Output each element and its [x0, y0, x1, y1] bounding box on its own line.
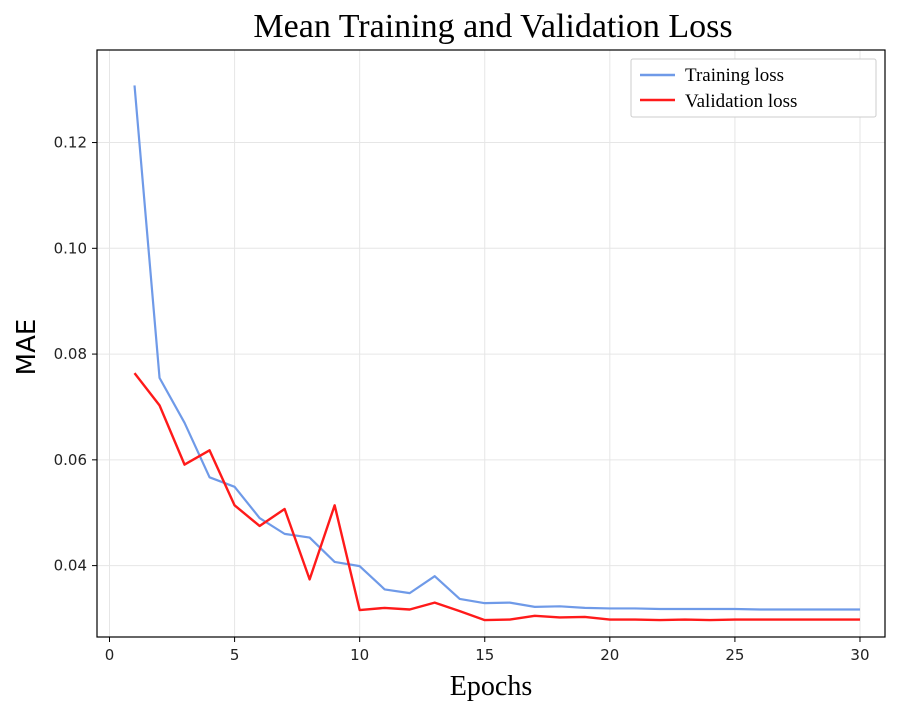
legend: Training loss Validation loss	[630, 58, 877, 118]
y-tick-label: 0.08	[54, 345, 87, 363]
y-tick-label: 0.12	[54, 134, 87, 152]
grid	[97, 50, 885, 637]
chart-title: Mean Training and Validation Loss	[253, 8, 732, 45]
training-loss-line	[133, 85, 860, 611]
y-tick-label: 0.06	[54, 451, 87, 469]
x-tick-label: 25	[725, 646, 744, 664]
plot-frame	[96, 49, 886, 638]
legend-label-training: Training loss	[685, 65, 784, 86]
series-layer	[133, 85, 860, 622]
x-tick-label: 30	[850, 646, 869, 664]
x-tick-label: 10	[350, 646, 369, 664]
y-tick-label: 0.10	[54, 239, 87, 257]
x-tick-label: 15	[475, 646, 494, 664]
y-tick-label: 0.04	[54, 557, 87, 575]
legend-box	[630, 58, 877, 118]
x-tick-label: 5	[230, 646, 240, 664]
y-axis-label: MAE	[12, 319, 42, 376]
legend-label-validation: Validation loss	[685, 91, 797, 112]
x-tick-label: 20	[600, 646, 619, 664]
x-tick-label: 0	[105, 646, 115, 664]
x-axis: 0 5 10 15 20 25 30	[105, 637, 870, 664]
x-axis-label: Epochs	[450, 671, 532, 702]
validation-loss-line	[133, 372, 860, 622]
y-axis: 0.04 0.06 0.08 0.10 0.12	[54, 134, 97, 575]
